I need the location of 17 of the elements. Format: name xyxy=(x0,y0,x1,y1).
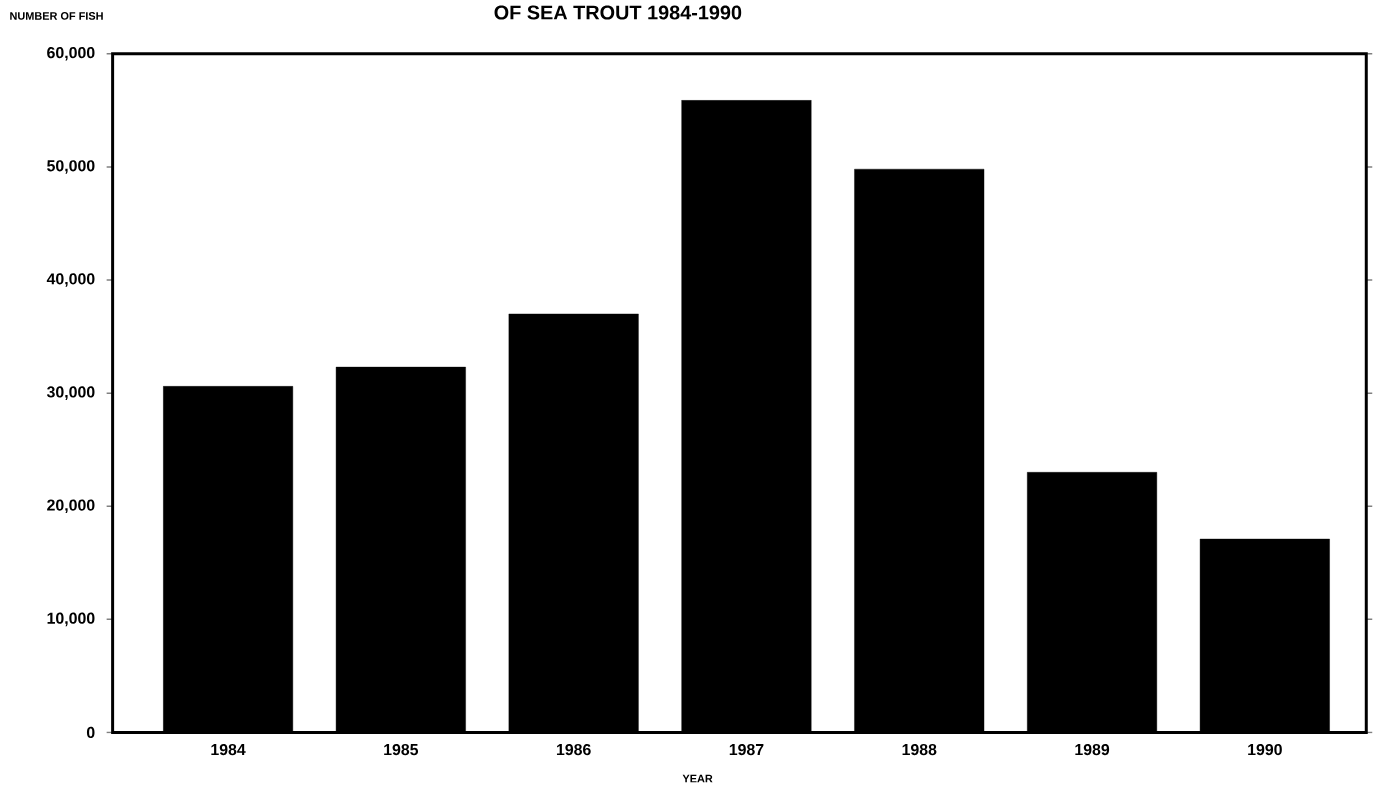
x-tick-label: 1984 xyxy=(211,743,246,756)
y-tick-label: 30,000 xyxy=(46,386,95,400)
x-tick-label: 1987 xyxy=(729,743,764,756)
y-tick-label: 50,000 xyxy=(47,160,95,174)
chart-title: OF SEA TROUT 1984-1990 xyxy=(494,5,742,20)
x-tick-label: 1985 xyxy=(384,743,419,756)
y-tick-label: 20,000 xyxy=(47,499,95,513)
x-tick-label: 1986 xyxy=(556,743,591,756)
x-tick-label: 1990 xyxy=(1248,743,1282,756)
x-tick-label: 1988 xyxy=(902,743,937,756)
y-tick-label: 40,000 xyxy=(46,273,95,287)
y-axis-title: NUMBER OF FISH xyxy=(10,11,103,20)
y-tick-label: 10,000 xyxy=(47,612,95,627)
x-tick-label: 1989 xyxy=(1075,743,1110,756)
y-tick-label: 60,000 xyxy=(47,46,95,61)
y-tick-label: 0 xyxy=(86,726,95,738)
x-axis-title: YEAR xyxy=(682,774,713,783)
